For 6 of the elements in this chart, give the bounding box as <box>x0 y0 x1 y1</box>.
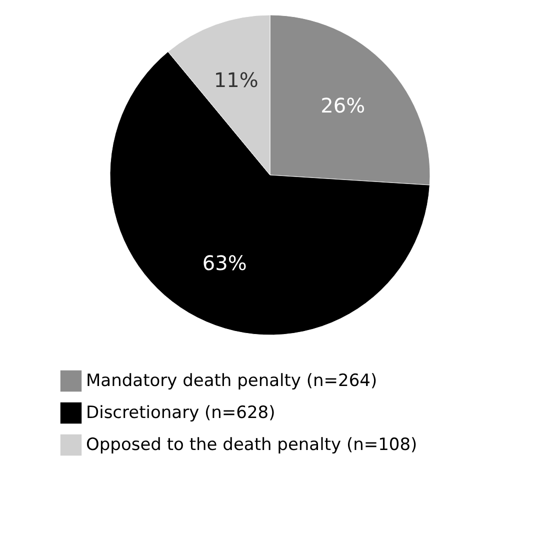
data-label: 11% <box>214 68 258 92</box>
legend-label: Mandatory death penalty (n=264) <box>86 371 378 391</box>
legend-label: Discretionary (n=628) <box>86 403 276 423</box>
data-label: 26% <box>320 94 366 118</box>
legend-label: Opposed to the death penalty (n=108) <box>86 435 418 455</box>
data-label: 63% <box>202 251 247 276</box>
